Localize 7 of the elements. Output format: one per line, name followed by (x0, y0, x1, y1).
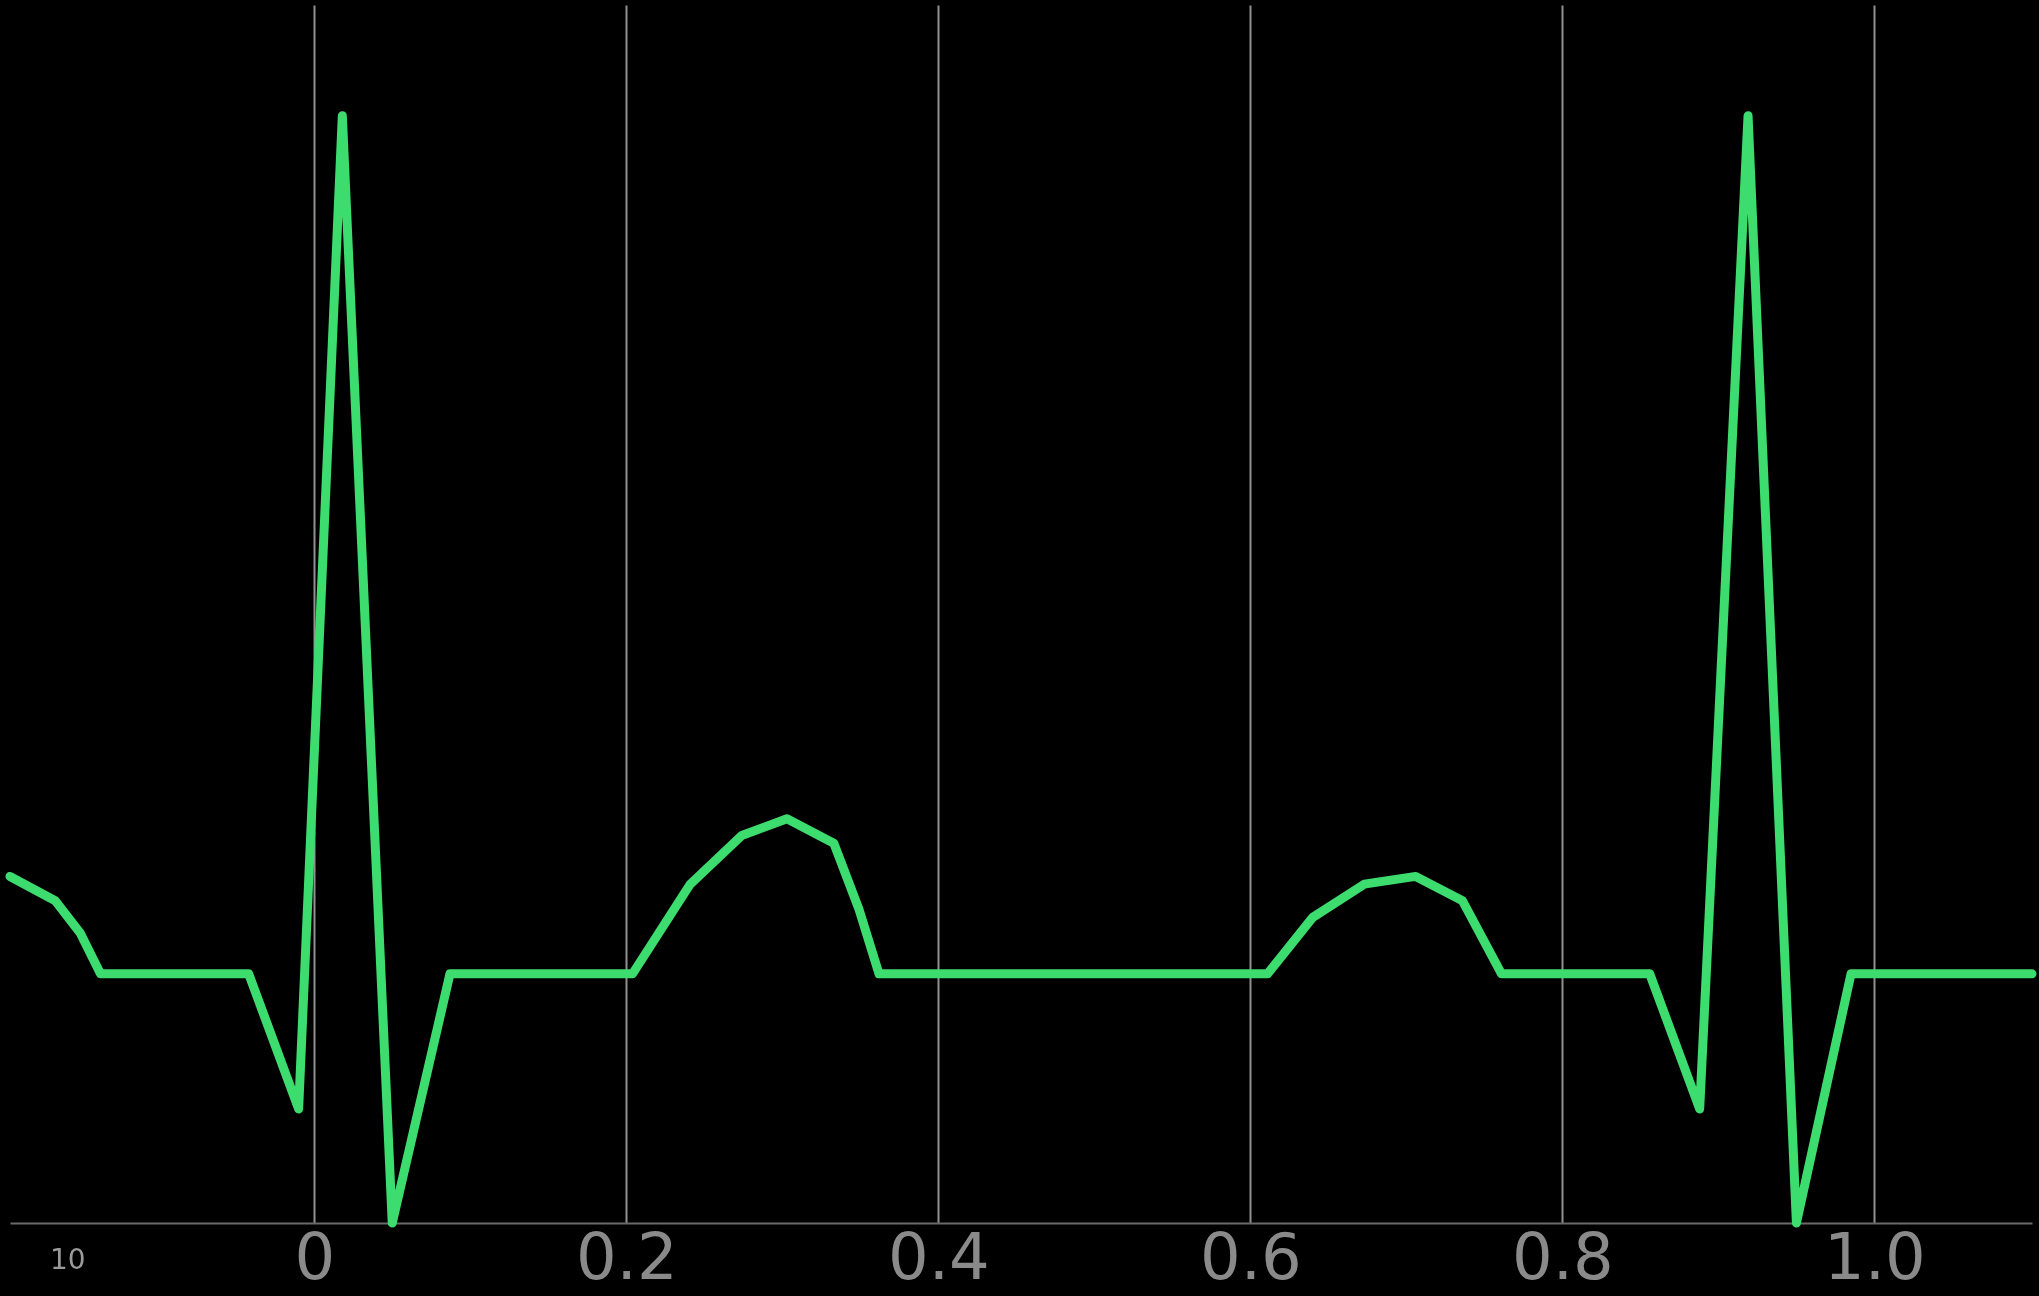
x-tick-label: 0.6 (1199, 1219, 1302, 1294)
x-tick-label: 0.8 (1511, 1219, 1614, 1294)
x-tick-label: 0.2 (575, 1219, 678, 1294)
x-tick-label: 0 (294, 1219, 336, 1294)
x-tick-label: 1.0 (1824, 1219, 1926, 1294)
x-tick-label: 0.4 (887, 1219, 990, 1294)
text: 10 (50, 1243, 86, 1276)
